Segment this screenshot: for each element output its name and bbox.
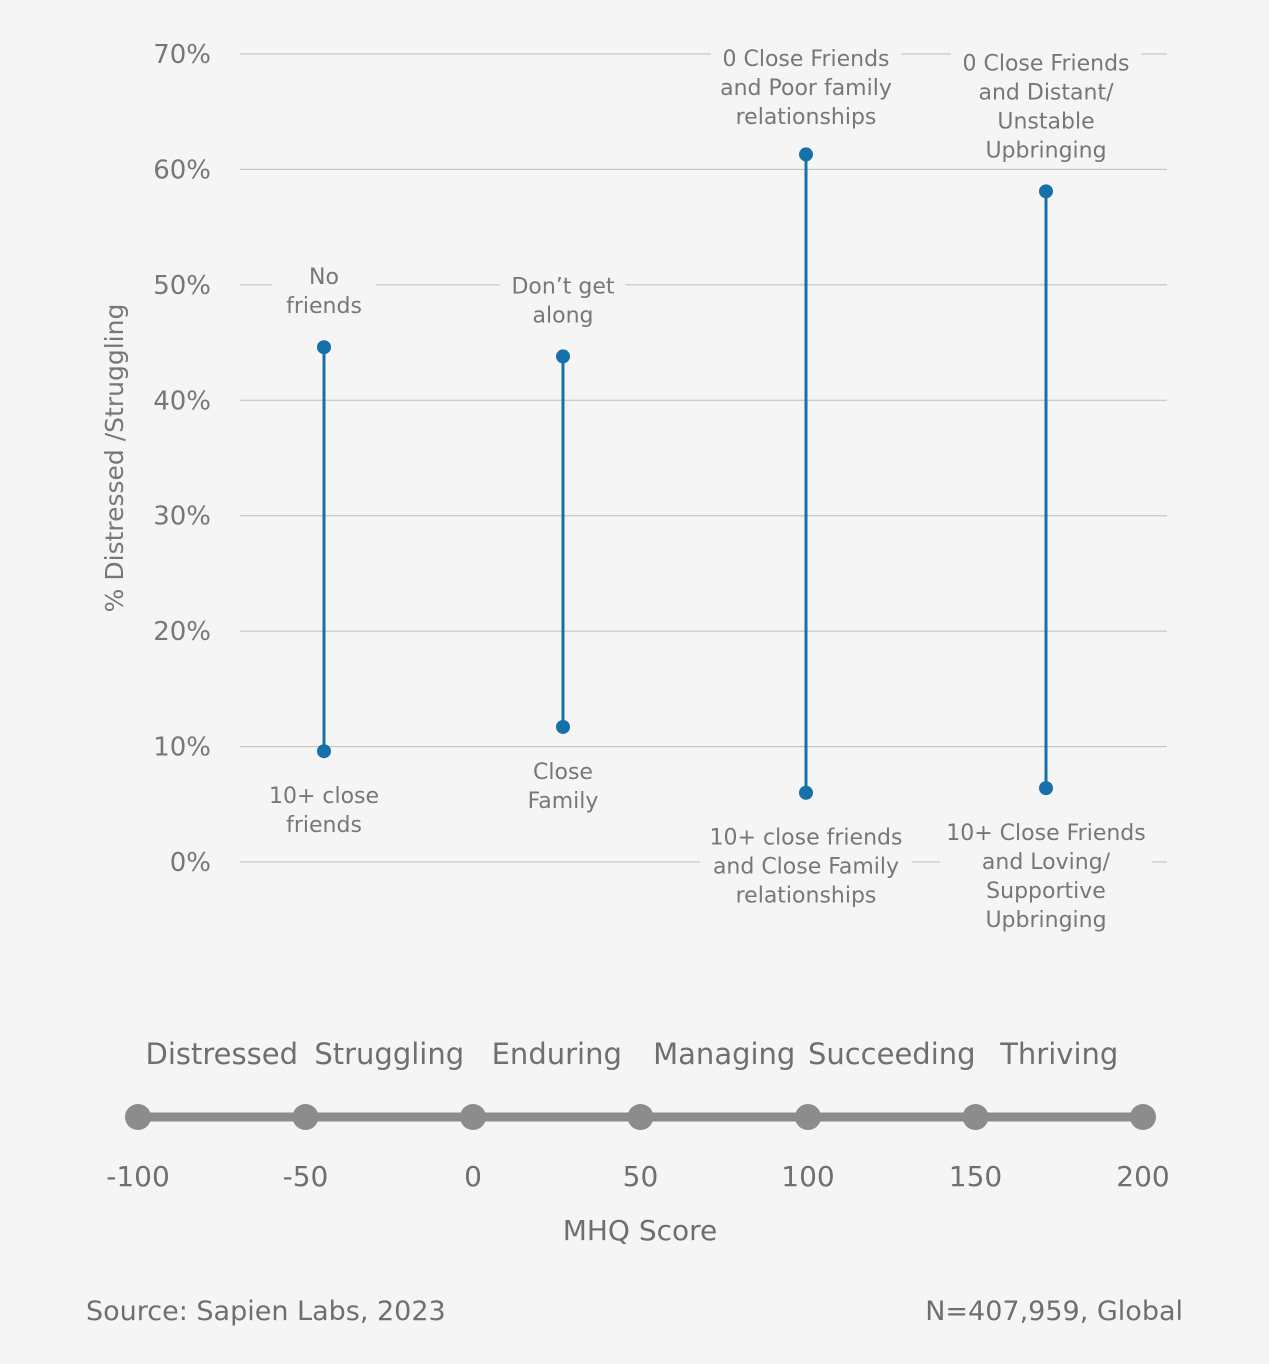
low-label-line: and Loving/ [982,850,1111,875]
mhq-category-label: Distressed [146,1037,298,1071]
high-label-line: No [309,265,339,290]
label-backdrop [272,260,376,323]
mhq-scale-node [460,1104,486,1130]
high-label-line: and Distant/ [979,80,1115,105]
mhq-scale-title: MHQ Score [563,1214,718,1247]
mhq-tick-label: 100 [781,1160,834,1193]
low-label-line: 10+ close friends [710,826,903,851]
mhq-tick-label: 50 [623,1160,659,1193]
mhq-scale-node [627,1104,654,1130]
label-backdrop [951,46,1141,167]
mhq-category-label: Enduring [492,1037,622,1071]
y-tick-label: 70% [153,40,211,70]
mhq-tick-label: 150 [949,1160,1002,1193]
range-series: No friends 10+ close friends Don’t get along C… [261,42,1152,937]
mhq-category-label: Struggling [314,1037,464,1071]
mhq-scale-node [125,1104,151,1130]
mhq-scale: -100 -50 0 50 100 150 200 Distressed Struggling E… [106,1037,1170,1193]
y-tick-label: 30% [153,502,211,532]
high-point [317,340,331,355]
high-label-line: and Poor family [720,76,892,101]
high-label-line: friends [286,294,362,319]
source-note: Source: Sapien Labs, 2023 [86,1296,446,1327]
y-tick-label: 20% [153,617,211,647]
low-point [317,744,331,759]
low-label-line: Upbringing [985,908,1106,933]
grid-lines [240,53,1167,863]
high-label-line: Upbringing [985,138,1106,163]
high-point [799,147,813,162]
low-label-line: relationships [736,884,877,909]
high-point [1039,184,1053,199]
low-point [556,719,570,734]
mhq-scale-node [795,1104,821,1130]
low-label-line: and Close Family [713,855,899,880]
mhq-tick-label: 200 [1116,1160,1169,1193]
y-tick-label: 10% [153,733,211,763]
low-label-line: friends [286,813,362,838]
low-label-line: Close [533,760,593,785]
y-axis-title: % Distressed /Struggling [100,304,129,613]
high-point [556,349,570,364]
mhq-category-label: Succeeding [808,1037,976,1071]
low-label-line: 10+ Close Friends [946,821,1145,846]
high-label-line: Don’t get [511,274,614,299]
mhq-scale-node [962,1104,989,1130]
mhq-scale-node [292,1104,319,1130]
high-label-line: 0 Close Friends [962,51,1129,76]
label-backdrop [700,820,912,912]
mhq-scale-node [1130,1104,1156,1130]
low-point [799,785,813,800]
mhq-category-label: Managing [653,1037,795,1071]
y-tick-label: 0% [170,848,211,878]
high-label-line: relationships [736,105,877,130]
mhq-tick-label: -100 [106,1160,170,1193]
high-label-line: 0 Close Friends [722,47,889,72]
high-label-line: along [533,303,594,328]
y-axis-ticks: 70% 60% 50% 40% 30% 20% 10% 0% [153,40,211,878]
low-point [1039,781,1053,796]
label-backdrop [261,779,387,842]
mhq-tick-label: -50 [283,1160,329,1193]
mhq-tick-label: 0 [464,1160,482,1193]
y-tick-label: 60% [153,155,211,185]
mhq-category-label: Thriving [999,1037,1118,1071]
label-backdrop [940,816,1152,937]
low-label-line: Supportive [986,879,1106,904]
label-backdrop [516,754,610,817]
high-label-line: Unstable [997,109,1094,134]
label-backdrop [711,42,901,133]
label-backdrop [500,269,626,332]
low-label-line: 10+ close [269,784,379,809]
y-tick-label: 40% [153,386,211,416]
sample-note: N=407,959, Global [925,1296,1183,1327]
low-label-line: Family [528,789,599,814]
y-tick-label: 50% [153,271,211,301]
